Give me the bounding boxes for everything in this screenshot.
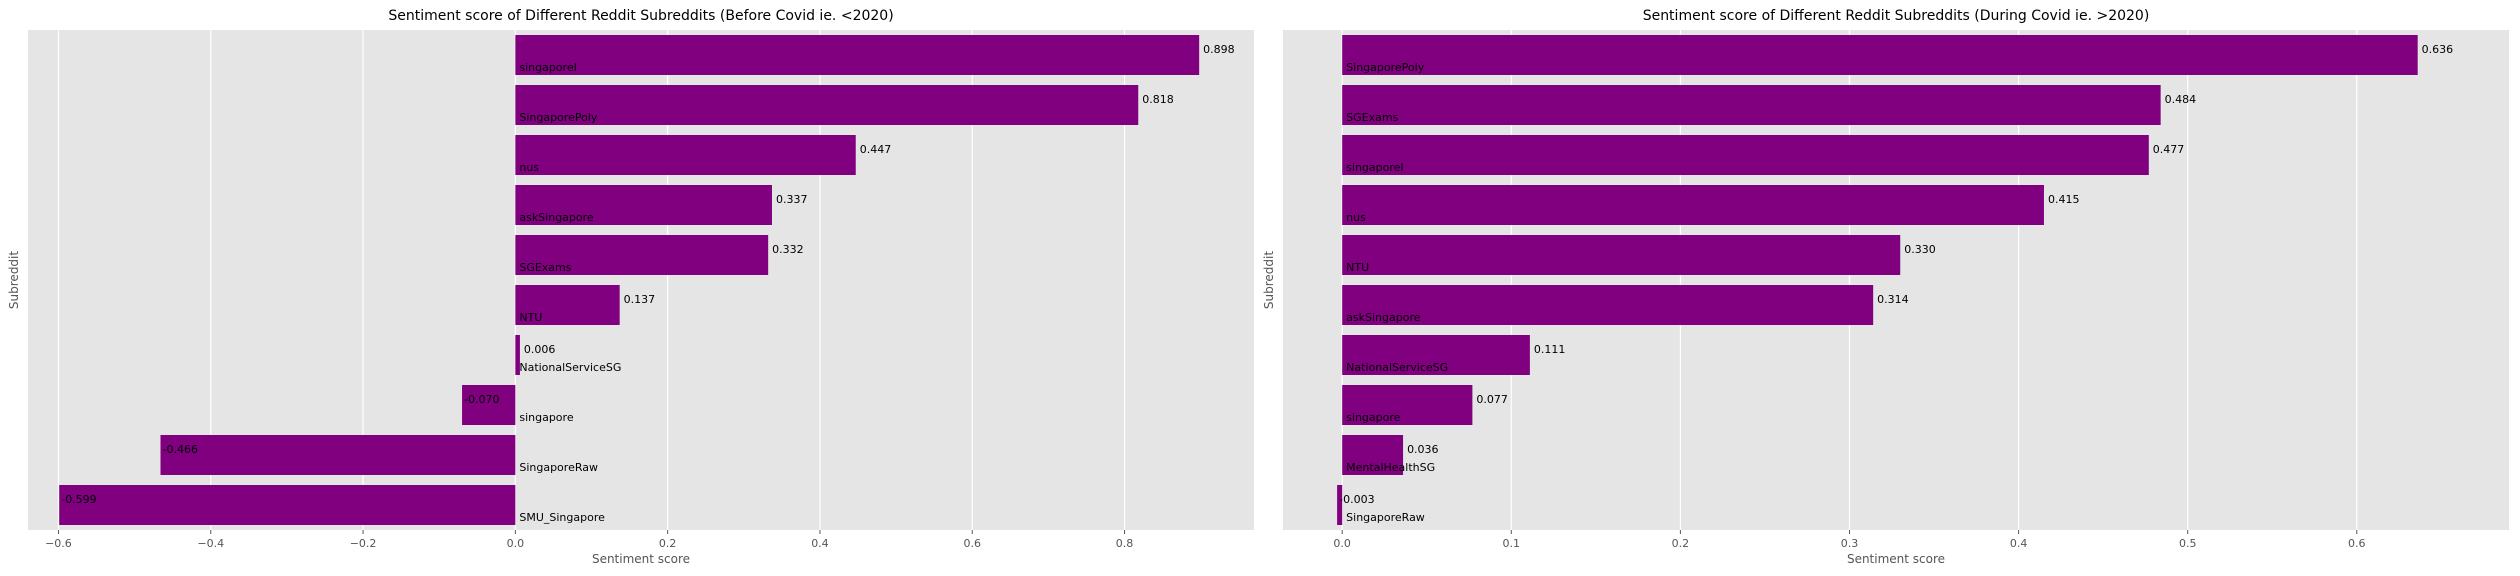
x-tick-label: 0.3 — [1841, 537, 1859, 550]
bar — [1342, 435, 1404, 475]
category-label: SingaporePoly — [519, 111, 598, 124]
x-tick-label: 0.6 — [2348, 537, 2366, 550]
chart-title: Sentiment score of Different Reddit Subr… — [388, 8, 893, 24]
category-label: nus — [519, 161, 539, 174]
value-label: 0.337 — [776, 193, 808, 206]
category-label: NTU — [519, 311, 542, 324]
x-axis-label: Sentiment score — [592, 552, 690, 566]
value-label: 0.314 — [1877, 293, 1909, 306]
value-label: -0.599 — [61, 493, 96, 506]
bar — [515, 235, 769, 275]
category-label: singaporeI — [519, 61, 577, 74]
x-tick-label: 0.4 — [2010, 537, 2028, 550]
category-label: SingaporeRaw — [1346, 511, 1425, 524]
x-tick-label: 0.1 — [1503, 537, 1521, 550]
x-tick-label: 0.8 — [1116, 537, 1134, 550]
value-label: 0.415 — [2048, 193, 2080, 206]
category-label: NTU — [1346, 261, 1369, 274]
category-label: SMU_Singapore — [519, 511, 605, 524]
x-tick-label: 0.0 — [1333, 537, 1351, 550]
x-tick-label: 0.2 — [1672, 537, 1690, 550]
value-label: -0.070 — [464, 393, 499, 406]
category-label: NationalServiceSG — [519, 361, 621, 374]
bar — [515, 35, 1200, 75]
value-label: 0.484 — [2165, 93, 2197, 106]
category-label: SGExams — [519, 261, 571, 274]
x-tick-label: 0.5 — [2179, 537, 2197, 550]
value-label: 0.137 — [624, 293, 656, 306]
value-label: 0.636 — [2422, 43, 2454, 56]
x-tick-label: 0.6 — [963, 537, 981, 550]
category-label: singapore — [1346, 411, 1400, 424]
category-label: singapore — [519, 411, 573, 424]
value-label: -0.466 — [162, 443, 197, 456]
value-label: 0.077 — [1476, 393, 1508, 406]
x-tick-label: 0.2 — [659, 537, 677, 550]
chart-panel-during-covid: SingaporePoly 0.636 SGExams 0.484 singaporeI… — [1262, 8, 2509, 566]
y-axis-label: Subreddit — [1262, 251, 1276, 309]
category-label: askSingapore — [519, 211, 594, 224]
value-label: 0.898 — [1203, 43, 1235, 56]
chart-title: Sentiment score of Different Reddit Subr… — [1643, 8, 2150, 24]
value-label: 0.477 — [2153, 143, 2185, 156]
chart-panel-before-covid: singaporeI 0.898 SingaporePoly 0.818 nus 0.44… — [7, 8, 1254, 566]
bar — [1342, 35, 2418, 75]
value-label: -0.003 — [1339, 493, 1374, 506]
category-label: singaporeI — [1346, 161, 1404, 174]
bar — [1342, 185, 2044, 225]
x-tick-label: −0.4 — [197, 537, 224, 550]
x-tick-label: 0.0 — [507, 537, 525, 550]
value-label: 0.330 — [1904, 243, 1936, 256]
bar — [1342, 335, 1530, 375]
value-label: 0.332 — [772, 243, 804, 256]
x-tick-label: −0.6 — [45, 537, 72, 550]
x-tick-label: −0.2 — [350, 537, 377, 550]
value-label: 0.036 — [1407, 443, 1439, 456]
x-axis-label: Sentiment score — [1847, 552, 1945, 566]
category-label: SingaporePoly — [1346, 61, 1425, 74]
category-label: MentalHealthSG — [1346, 461, 1435, 474]
bar — [59, 485, 516, 525]
bar — [515, 85, 1139, 125]
category-label: askSingapore — [1346, 311, 1421, 324]
bar — [1342, 85, 2161, 125]
value-label: 0.818 — [1142, 93, 1174, 106]
bar — [515, 335, 520, 375]
bar — [515, 135, 856, 175]
category-label: nus — [1346, 211, 1366, 224]
value-label: 0.447 — [860, 143, 892, 156]
bar — [515, 185, 772, 225]
bar — [1337, 485, 1343, 525]
category-label: SingaporeRaw — [519, 461, 598, 474]
x-tick-label: 0.4 — [811, 537, 829, 550]
bar — [1342, 135, 2149, 175]
bar — [1342, 385, 1473, 425]
bar — [462, 385, 516, 425]
bar — [160, 435, 516, 475]
bar — [1342, 285, 1874, 325]
value-label: 0.111 — [1534, 343, 1566, 356]
value-label: 0.006 — [524, 343, 556, 356]
category-label: SGExams — [1346, 111, 1398, 124]
bar — [515, 285, 620, 325]
y-axis-label: Subreddit — [7, 251, 21, 309]
category-label: NationalServiceSG — [1346, 361, 1448, 374]
bar — [1342, 235, 1901, 275]
